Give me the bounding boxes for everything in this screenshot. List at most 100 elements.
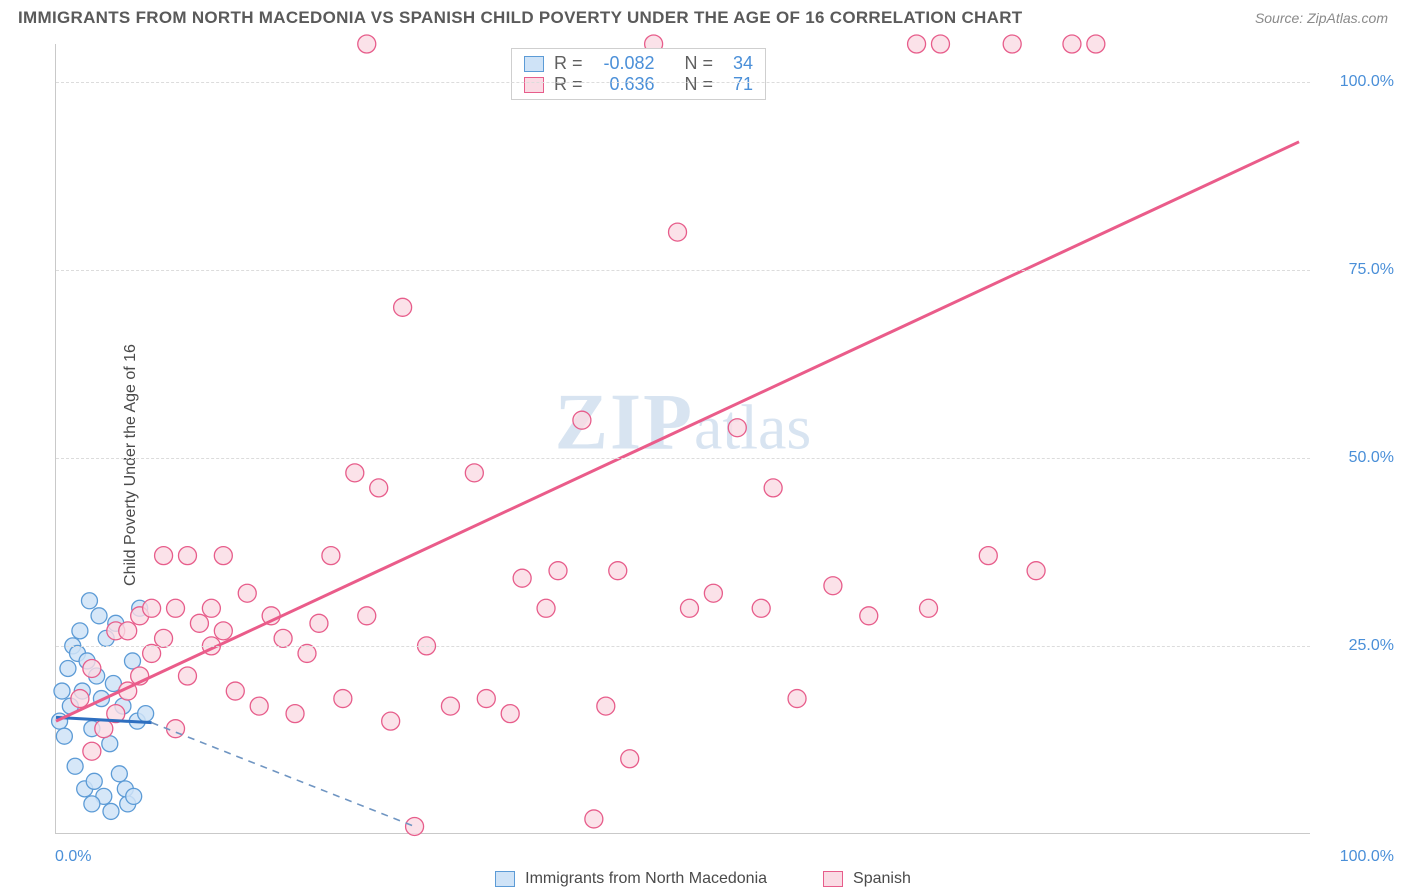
- data-point: [250, 697, 268, 715]
- data-point: [138, 706, 154, 722]
- stats-row-series-1: R = 0.636 N = 71: [524, 74, 753, 95]
- data-point: [83, 742, 101, 760]
- data-point: [81, 593, 97, 609]
- data-point: [609, 562, 627, 580]
- data-point: [310, 614, 328, 632]
- data-point: [103, 803, 119, 819]
- data-point: [501, 705, 519, 723]
- data-point: [860, 607, 878, 625]
- data-point: [178, 667, 196, 685]
- gridline: [56, 646, 1310, 647]
- legend-swatch-1: [823, 871, 843, 887]
- data-point: [1027, 562, 1045, 580]
- data-point: [67, 758, 83, 774]
- data-point: [465, 464, 483, 482]
- data-point: [1063, 35, 1081, 53]
- data-point: [477, 690, 495, 708]
- gridline: [56, 458, 1310, 459]
- data-point: [441, 697, 459, 715]
- gridline: [56, 82, 1310, 83]
- data-point: [704, 584, 722, 602]
- data-point: [286, 705, 304, 723]
- plot-area: ZIPatlas R = -0.082 N = 34 R = 0.636 N =…: [55, 44, 1310, 834]
- x-tick-max: 100.0%: [1340, 848, 1394, 866]
- data-point: [155, 547, 173, 565]
- y-tick-label: 75.0%: [1349, 261, 1394, 279]
- data-point: [119, 622, 137, 640]
- data-point: [669, 223, 687, 241]
- data-point: [143, 644, 161, 662]
- data-point: [537, 599, 555, 617]
- data-point: [202, 599, 220, 617]
- data-point: [920, 599, 938, 617]
- chart-source: Source: ZipAtlas.com: [1255, 10, 1388, 26]
- data-point: [126, 788, 142, 804]
- legend-label-1: Spanish: [853, 870, 911, 888]
- data-point: [931, 35, 949, 53]
- data-point: [334, 690, 352, 708]
- data-point: [573, 411, 591, 429]
- gridline: [56, 270, 1310, 271]
- data-point: [143, 599, 161, 617]
- data-point: [358, 35, 376, 53]
- data-point: [621, 750, 639, 768]
- data-point: [824, 577, 842, 595]
- y-tick-label: 50.0%: [1349, 449, 1394, 467]
- data-point: [908, 35, 926, 53]
- chart-area: Child Poverty Under the Age of 16 ZIPatl…: [0, 38, 1406, 892]
- data-point: [382, 712, 400, 730]
- data-point: [60, 660, 76, 676]
- data-point: [370, 479, 388, 497]
- legend-item-1: Spanish: [823, 870, 911, 888]
- data-point: [190, 614, 208, 632]
- legend-swatch-0: [495, 871, 515, 887]
- chart-header: IMMIGRANTS FROM NORTH MACEDONIA VS SPANI…: [0, 0, 1406, 32]
- data-point: [84, 796, 100, 812]
- data-point: [513, 569, 531, 587]
- data-point: [274, 629, 292, 647]
- data-point: [298, 644, 316, 662]
- data-point: [155, 629, 173, 647]
- swatch-series-1: [524, 77, 544, 93]
- chart-title: IMMIGRANTS FROM NORTH MACEDONIA VS SPANI…: [18, 8, 1022, 28]
- data-point: [178, 547, 196, 565]
- data-point: [680, 599, 698, 617]
- data-point: [394, 298, 412, 316]
- data-point: [752, 599, 770, 617]
- data-point: [764, 479, 782, 497]
- data-point: [346, 464, 364, 482]
- stats-row-series-0: R = -0.082 N = 34: [524, 53, 753, 74]
- data-point: [54, 683, 70, 699]
- chart-svg: [56, 44, 1310, 833]
- data-point: [167, 599, 185, 617]
- data-point: [322, 547, 340, 565]
- data-point: [111, 766, 127, 782]
- data-point: [728, 419, 746, 437]
- data-point: [1087, 35, 1105, 53]
- bottom-legend: Immigrants from North Macedonia Spanish: [0, 870, 1406, 888]
- data-point: [226, 682, 244, 700]
- y-tick-label: 100.0%: [1340, 73, 1394, 91]
- data-point: [95, 720, 113, 738]
- data-point: [597, 697, 615, 715]
- legend-label-0: Immigrants from North Macedonia: [525, 870, 767, 888]
- data-point: [214, 622, 232, 640]
- stats-legend-box: R = -0.082 N = 34 R = 0.636 N = 71: [511, 48, 766, 100]
- data-point: [72, 623, 88, 639]
- data-point: [585, 810, 603, 828]
- data-point: [86, 773, 102, 789]
- data-point: [91, 608, 107, 624]
- data-point: [238, 584, 256, 602]
- data-point: [788, 690, 806, 708]
- x-tick-min: 0.0%: [55, 848, 91, 866]
- data-point: [56, 728, 72, 744]
- data-point: [549, 562, 567, 580]
- data-point: [358, 607, 376, 625]
- swatch-series-0: [524, 56, 544, 72]
- data-point: [1003, 35, 1021, 53]
- data-point: [214, 547, 232, 565]
- legend-item-0: Immigrants from North Macedonia: [495, 870, 767, 888]
- data-point: [71, 690, 89, 708]
- data-point: [83, 659, 101, 677]
- y-tick-label: 25.0%: [1349, 637, 1394, 655]
